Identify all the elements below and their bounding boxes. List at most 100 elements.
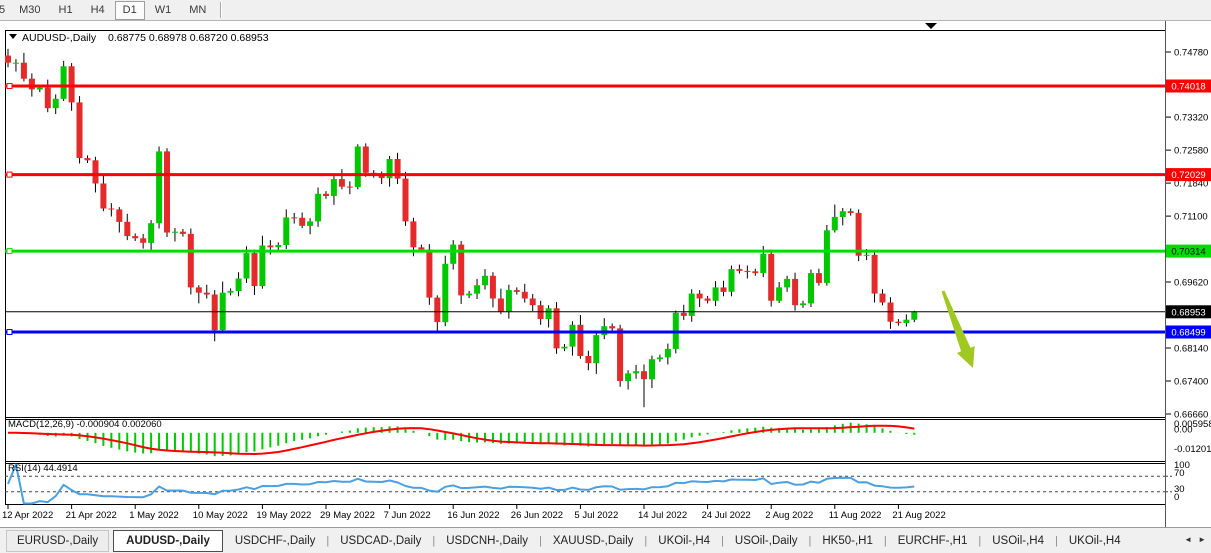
tab-separator: | (644, 535, 648, 547)
tab-usoil-daily[interactable]: USOil-,Daily (734, 535, 798, 547)
candle-body-up (172, 231, 178, 233)
price-axis-label: 0.71840 (1174, 179, 1208, 190)
candle (831, 204, 838, 233)
candle (84, 155, 91, 163)
level-line-anchor[interactable] (6, 83, 13, 89)
chart-canvas[interactable]: MACD(12,26,9) -0.000904 0.002060 RSI(14) … (0, 21, 1211, 527)
candle (808, 269, 814, 307)
candle (800, 300, 806, 308)
candle-body-up (474, 285, 481, 294)
candle-body-down (378, 175, 385, 179)
candle (76, 96, 83, 164)
timeframe-button-h4[interactable]: H4 (90, 3, 105, 16)
timeframe-button-mn[interactable]: MN (189, 3, 207, 16)
candle-body-up (863, 254, 870, 256)
candle (60, 60, 67, 101)
candle (752, 268, 759, 276)
candle (553, 302, 560, 354)
tab-usoil-h4[interactable]: USOil-,H4 (992, 535, 1044, 547)
candle-body-up (688, 293, 695, 316)
tab-usdchf-daily[interactable]: USDCHF-,Daily (234, 535, 316, 547)
candle-body-up (235, 278, 242, 291)
macd-signal-line (8, 424, 915, 456)
tab-eurusd-daily[interactable]: EURUSD-,Daily (6, 530, 110, 552)
timeframe-button-m30[interactable]: M30 (19, 3, 41, 16)
symbol-dropdown-icon[interactable] (9, 34, 17, 39)
candle-body-down (815, 273, 822, 283)
tab-eurchf-h1[interactable]: EURCHF-,H1 (897, 535, 968, 547)
candle (680, 304, 687, 320)
candle-body-down (752, 271, 759, 274)
date-axis-label: 14 Jul 2022 (638, 510, 687, 521)
candle-body-down (489, 275, 496, 299)
candle-body-down (529, 298, 536, 306)
candle (728, 265, 735, 297)
candle-body-down (92, 160, 99, 184)
candle-body-down (418, 247, 425, 250)
candle-body-down (871, 254, 878, 294)
candle (203, 284, 210, 299)
timeframe-button-d1[interactable]: D1 (114, 0, 145, 20)
candle (251, 249, 258, 295)
tab-scroll-left-icon[interactable]: ◄ (1184, 535, 1193, 544)
chart-tabs: EURUSD-,Daily AUDUSD-,Daily USDCHF-,Daily |… (0, 528, 1131, 553)
candle-body-up (259, 245, 266, 287)
candle-body-down (609, 326, 616, 329)
candle (664, 343, 671, 365)
candle-body-down (426, 249, 433, 298)
candle (911, 310, 918, 323)
candle-body-up (712, 287, 719, 301)
date-axis-label: 2 Aug 2022 (765, 510, 813, 521)
tab-usdcnh-daily[interactable]: USDCNH-,Daily (446, 535, 529, 547)
timeframe-button-w1[interactable]: W1 (154, 3, 172, 16)
candle (434, 295, 441, 333)
timeframe-button-h1[interactable]: H1 (58, 3, 73, 16)
candle-body-up (633, 371, 640, 374)
tab-audusd-daily[interactable]: AUDUSD-,Daily (113, 530, 223, 552)
trend-annotation-arrow-icon[interactable] (941, 290, 975, 369)
candle-body-down (792, 278, 799, 306)
tab-usdcad-daily[interactable]: USDCAD-,Daily (340, 535, 422, 547)
candle-body-down (847, 211, 854, 213)
candle-body-up (664, 348, 671, 358)
tab-separator: | (721, 535, 724, 547)
candle-body-down (124, 221, 131, 237)
candle-body-down (323, 193, 329, 196)
candle-body-down (394, 159, 401, 179)
candle (823, 225, 830, 286)
tab-ukoil-h4[interactable]: UKOil-,H4 (1068, 535, 1121, 547)
candle-body-up (482, 275, 488, 286)
candle-body-up (307, 221, 314, 226)
tab-xauusd-daily[interactable]: XAUUSD-,Daily (552, 535, 634, 547)
candle-body-up (728, 269, 735, 292)
candle-body-up (545, 308, 552, 319)
level-line-anchor[interactable] (6, 248, 13, 255)
candle-body-down (458, 244, 465, 296)
level-line-anchor[interactable] (6, 329, 13, 335)
tab-separator: | (432, 535, 436, 547)
candle (545, 305, 552, 328)
scroll-to-end-marker-icon[interactable] (925, 23, 937, 29)
tab-scroll-controls: ◄ ► (1184, 535, 1206, 545)
candle (362, 143, 369, 177)
candle (497, 288, 504, 315)
candle (394, 152, 401, 184)
candle (259, 235, 266, 289)
level-line-anchor[interactable] (6, 171, 13, 178)
tab-ukoil-h4[interactable]: UKOil-,H4 (658, 535, 711, 547)
candle-body-down (402, 178, 409, 222)
candle-body-up (12, 62, 19, 64)
candle (5, 48, 11, 68)
candle (179, 229, 186, 237)
candle-body-down (100, 183, 107, 209)
candle (776, 282, 783, 303)
tab-scroll-right-icon[interactable]: ► (1198, 535, 1206, 544)
candle-body-down (28, 78, 35, 90)
timeframe-button-5[interactable]: 5 (0, 3, 6, 16)
candle (338, 169, 345, 190)
candle-body-up (156, 151, 163, 224)
candle (521, 283, 528, 303)
candle-body-up (227, 290, 234, 293)
tab-hk50-h1[interactable]: HK50-,H1 (822, 535, 873, 547)
candle-body-down (132, 236, 139, 239)
